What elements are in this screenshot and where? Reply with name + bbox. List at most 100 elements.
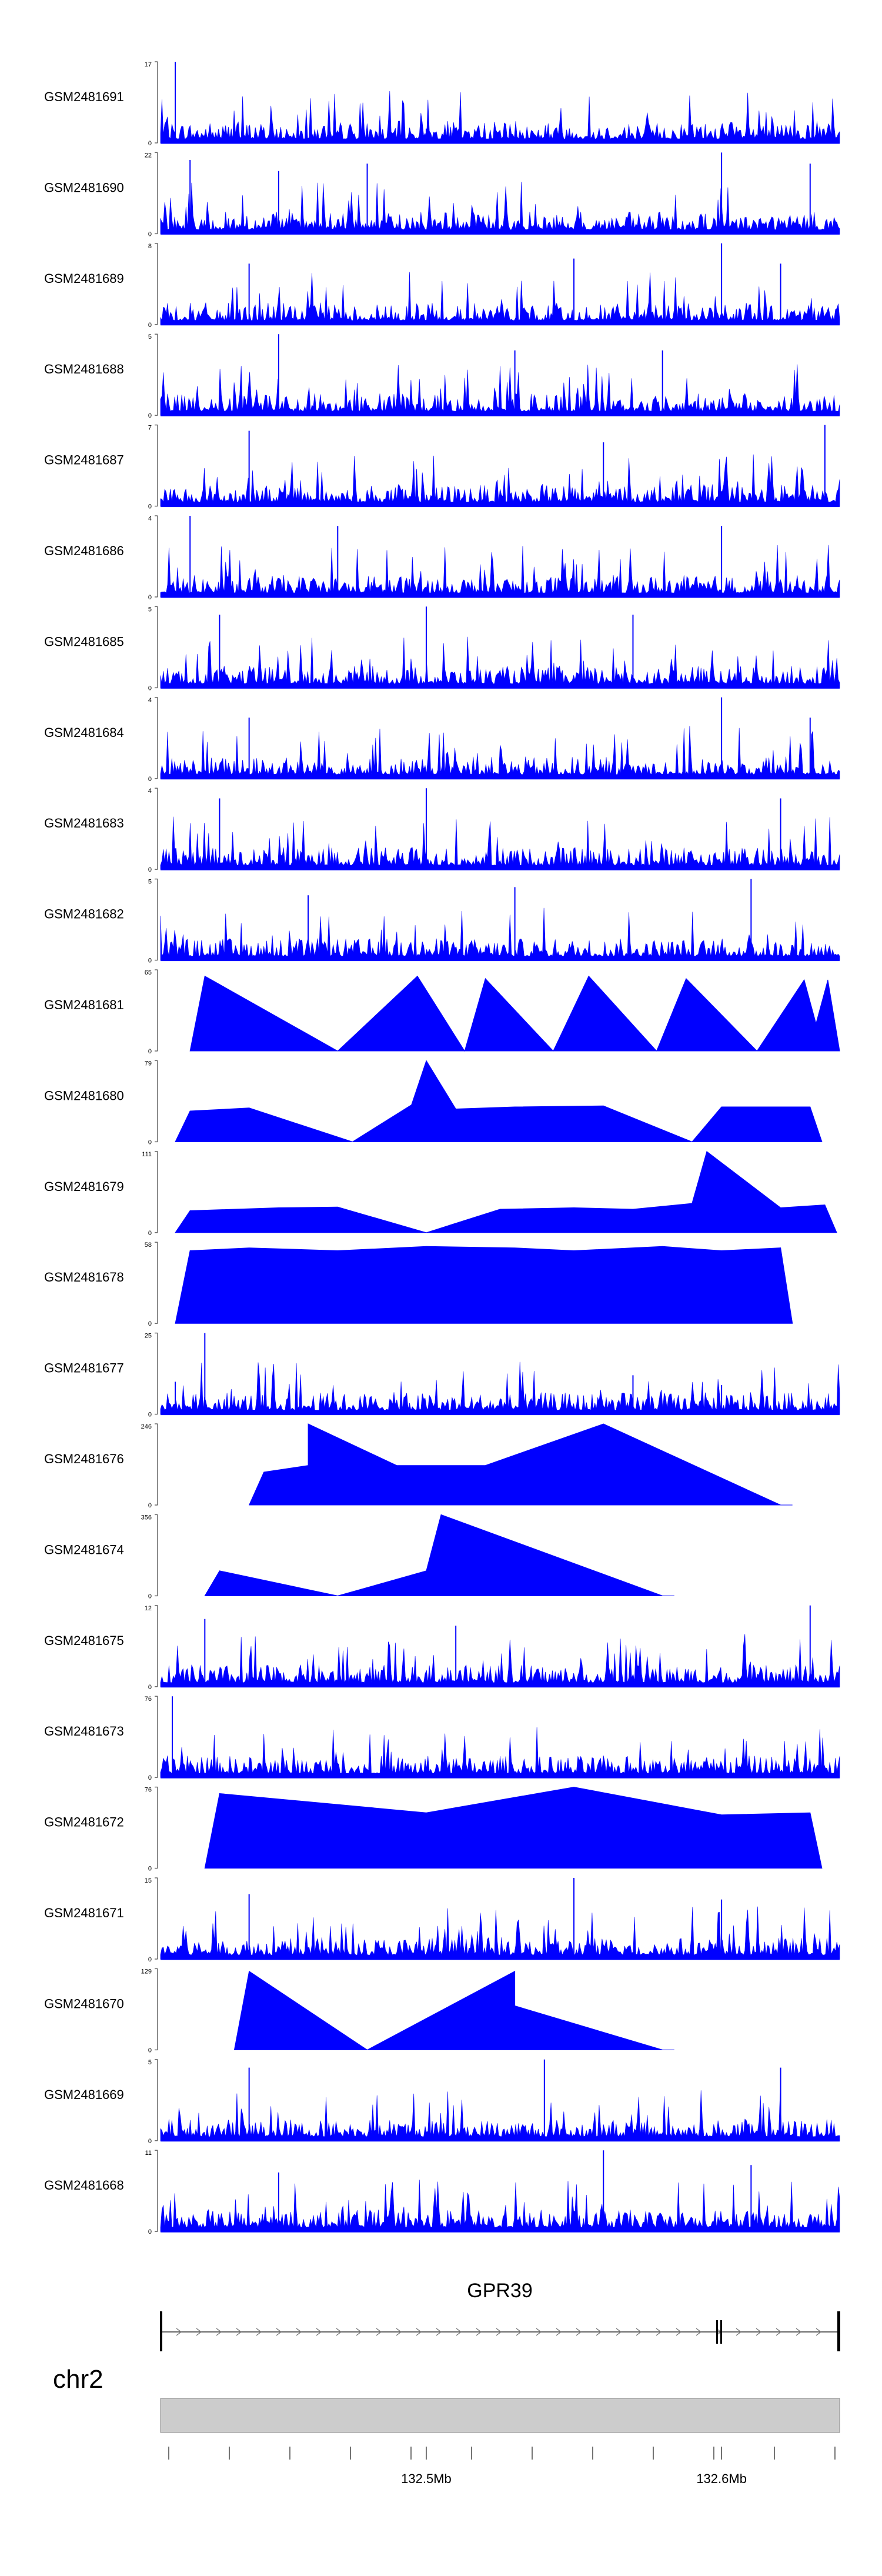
track-GSM2481685: GSM2481685 5 0 — [44, 606, 840, 692]
y-scale-min: 0 — [148, 1502, 152, 1509]
y-scale-max: 58 — [145, 1242, 152, 1249]
signal-area — [175, 1060, 823, 1142]
y-scale-max: 22 — [145, 152, 152, 159]
signal-area — [160, 91, 840, 144]
track-GSM2481681: GSM2481681 65 0 — [44, 969, 840, 1055]
track-label: GSM2481690 — [44, 180, 124, 195]
signal-area — [160, 545, 840, 598]
track-GSM2481673: GSM2481673 76 0 — [44, 1696, 840, 1781]
signal-area — [233, 1970, 674, 2050]
track-label: GSM2481675 — [44, 1633, 124, 1648]
y-scale-min: 0 — [148, 866, 152, 873]
strand-arrow — [436, 2328, 442, 2336]
strand-arrow — [796, 2328, 802, 2336]
exon-end — [837, 2311, 840, 2351]
signal-area — [160, 726, 840, 779]
signal-area — [160, 2180, 840, 2232]
signal-area — [160, 272, 840, 325]
y-scale-min: 0 — [148, 322, 152, 329]
track-GSM2481676: GSM2481676 246 0 — [44, 1423, 793, 1509]
track-label: GSM2481676 — [44, 1451, 124, 1466]
track-label: GSM2481680 — [44, 1088, 124, 1103]
track-label: GSM2481689 — [44, 271, 124, 286]
y-scale-max: 5 — [148, 879, 152, 886]
track-GSM2481672: GSM2481672 76 0 — [44, 1787, 823, 1873]
track-GSM2481684: GSM2481684 4 0 — [44, 697, 840, 783]
strand-arrow — [336, 2328, 342, 2336]
axis-tick-label: 132.6Mb — [696, 2471, 747, 2486]
y-scale-min: 0 — [148, 957, 152, 965]
y-scale-max: 8 — [148, 243, 152, 250]
y-scale-min: 0 — [148, 1320, 152, 1327]
track-GSM2481678: GSM2481678 58 0 — [44, 1242, 793, 1327]
track-GSM2481668: GSM2481668 11 0 — [44, 2150, 840, 2235]
y-scale-min: 0 — [148, 1866, 152, 1873]
track-label: GSM2481686 — [44, 543, 124, 558]
strand-arrow — [636, 2328, 642, 2336]
strand-arrow — [536, 2328, 542, 2336]
track-label: GSM2481668 — [44, 2178, 124, 2193]
y-scale-max: 7 — [148, 425, 152, 432]
signal-area — [160, 2090, 840, 2141]
y-scale-min: 0 — [148, 776, 152, 783]
strand-arrow — [296, 2328, 302, 2336]
y-scale-min: 0 — [148, 1593, 152, 1600]
track-label: GSM2481682 — [44, 907, 124, 922]
y-scale-max: 246 — [141, 1423, 152, 1430]
track-label: GSM2481679 — [44, 1179, 124, 1194]
strand-arrow — [376, 2328, 382, 2336]
y-scale-min: 0 — [148, 594, 152, 601]
track-label: GSM2481670 — [44, 1996, 124, 2011]
ideogram-track: chr2 — [53, 2365, 840, 2433]
strand-arrow — [216, 2328, 222, 2336]
signal-area — [160, 1362, 840, 1414]
strand-arrow — [516, 2328, 522, 2336]
track-label: GSM2481669 — [44, 2087, 124, 2102]
signal-tracks: GSM2481691170GSM2481690220GSM248168980GS… — [44, 61, 840, 2235]
y-scale-min: 0 — [148, 1684, 152, 1691]
y-scale-max: 5 — [148, 606, 152, 613]
signal-area — [160, 454, 840, 506]
track-label: GSM2481681 — [44, 997, 124, 1012]
strand-arrow — [656, 2328, 662, 2336]
track-label: GSM2481684 — [44, 725, 124, 740]
strand-arrow — [196, 2328, 202, 2336]
track-GSM2481679: GSM2481679 111 0 — [44, 1151, 837, 1237]
y-scale-max: 12 — [145, 1605, 152, 1612]
track-label: GSM2481674 — [44, 1542, 124, 1557]
signal-area — [160, 182, 840, 234]
axis-tick-label: 132.5Mb — [401, 2471, 452, 2486]
y-scale-max: 5 — [148, 333, 152, 341]
y-scale-min: 0 — [148, 1774, 152, 1781]
strand-arrow — [596, 2328, 602, 2336]
track-GSM2481670: GSM2481670 129 0 — [44, 1968, 674, 2054]
track-label: GSM2481691 — [44, 89, 124, 104]
track-GSM2481689: GSM2481689 8 0 — [44, 243, 840, 329]
signal-area — [160, 1727, 840, 1778]
track-GSM2481686: GSM2481686 4 0 — [44, 515, 840, 601]
y-scale-min: 0 — [148, 1956, 152, 1963]
signal-area — [175, 1150, 837, 1233]
track-GSM2481682: GSM2481682 5 0 — [44, 879, 840, 965]
track-label: GSM2481687 — [44, 453, 124, 468]
strand-arrow — [236, 2328, 242, 2336]
strand-arrow — [476, 2328, 482, 2336]
signal-area — [204, 1514, 674, 1596]
signal-area — [175, 1246, 793, 1324]
y-scale-min: 0 — [148, 140, 152, 147]
track-label: GSM2481683 — [44, 816, 124, 830]
gene-label: GPR39 — [467, 2280, 533, 2302]
signal-area — [160, 1634, 840, 1687]
strand-arrows — [176, 2328, 822, 2336]
y-scale-max: 79 — [145, 1060, 152, 1067]
track-GSM2481675: GSM2481675 12 0 — [44, 1605, 840, 1691]
y-scale-min: 0 — [148, 231, 152, 238]
strand-arrow — [696, 2328, 702, 2336]
chromosome-label: chr2 — [53, 2365, 103, 2394]
exon-middle-2 — [720, 2320, 722, 2344]
signal-area — [248, 1423, 793, 1506]
signal-area — [160, 816, 840, 870]
track-label: GSM2481672 — [44, 1815, 124, 1830]
track-label: GSM2481673 — [44, 1724, 124, 1739]
